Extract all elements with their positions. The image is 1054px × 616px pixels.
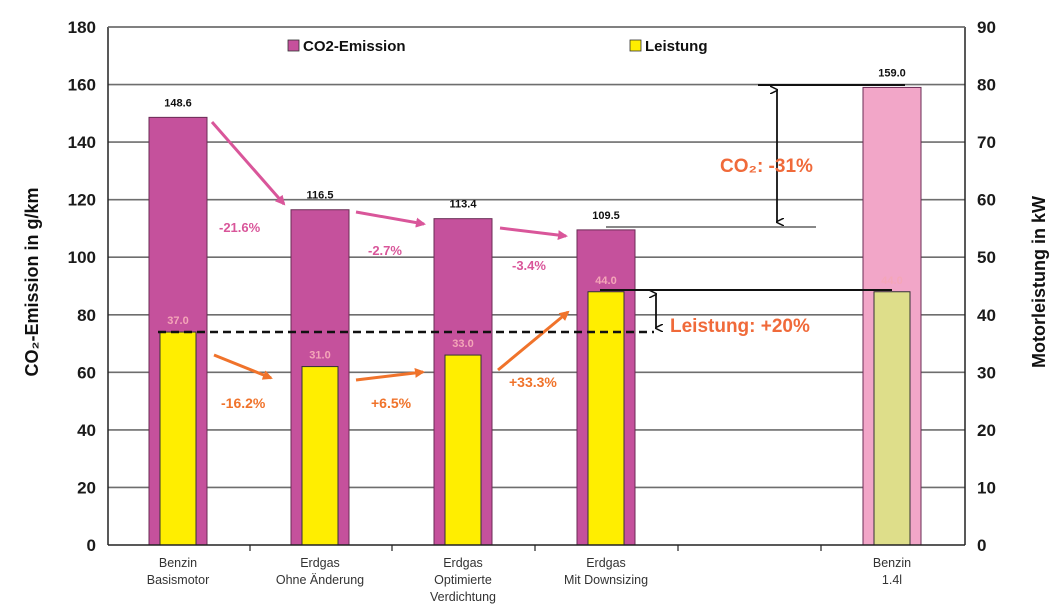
power-bar-1 xyxy=(301,366,339,546)
power-value-label-4: 44.0 xyxy=(881,275,902,287)
y-axis-title-left: CO₂-Emission in g/km xyxy=(22,187,42,376)
category-label-2: Erdgas Optimierte Verdichtung xyxy=(430,556,496,604)
co2-summary-label: CO₂: -31% xyxy=(720,156,813,177)
co2-change-label-2: -2.7% xyxy=(368,243,402,258)
power-value-label-3: 44.0 xyxy=(595,275,616,287)
y2-tick-label-90: 90 xyxy=(977,18,996,37)
legend-label-power: Leistung xyxy=(645,38,708,55)
y-tick-label-120: 120 xyxy=(68,191,96,210)
y2-tick-label-70: 70 xyxy=(977,133,996,152)
y2-tick-label-10: 10 xyxy=(977,478,996,497)
power-bar-2 xyxy=(444,354,482,546)
y2-tick-label-0: 0 xyxy=(977,536,986,555)
y-tick-label-180: 180 xyxy=(68,18,96,37)
co2-value-label-3: 109.5 xyxy=(592,210,620,222)
y2-tick-label-30: 30 xyxy=(977,363,996,382)
y-axis-title-right: Motorleistung in kW xyxy=(1029,196,1049,368)
y-tick-label-140: 140 xyxy=(68,133,96,152)
y-tick-label-160: 160 xyxy=(68,76,96,95)
category-label-0: Benzin Basismotor xyxy=(147,556,210,587)
legend-swatch-co2 xyxy=(287,39,300,52)
legend-label-co2: CO2-Emission xyxy=(303,38,406,55)
y-tick-label-100: 100 xyxy=(68,248,96,267)
legend: CO2-Emission Leistung xyxy=(287,38,708,55)
bars: 148.6 116.5 113.4 109.5 159.0 37.0 31.0 33.0 44.… xyxy=(148,67,922,546)
y2-tick-label-80: 80 xyxy=(977,76,996,95)
co2-value-label-1: 116.5 xyxy=(307,190,334,202)
power-bar-4 xyxy=(873,291,911,546)
power-change-annotations: -16.2% +6.5% +33.3% xyxy=(213,310,570,411)
power-change-label-1: -16.2% xyxy=(221,395,266,411)
power-bar-3 xyxy=(587,291,625,546)
y-tick-label-0: 0 xyxy=(87,536,96,555)
y2-tick-label-60: 60 xyxy=(977,191,996,210)
power-value-label-0: 37.0 xyxy=(167,315,188,327)
co2-value-label-4: 159.0 xyxy=(878,67,906,79)
axes: 0 20 40 60 80 100 120 140 160 180 0 10 20 30 40 50 60 70 8… xyxy=(68,18,996,604)
power-arrow-3 xyxy=(497,310,570,372)
co2-change-annotations: -21.6% -2.7% -3.4% xyxy=(210,121,568,273)
y-tick-label-40: 40 xyxy=(77,421,96,440)
co2-arrow-3 xyxy=(499,226,568,241)
power-change-label-2: +6.5% xyxy=(371,395,412,411)
co2-arrow-1 xyxy=(210,121,286,206)
co2-change-label-1: -21.6% xyxy=(219,220,261,235)
y-tick-label-80: 80 xyxy=(77,306,96,325)
category-label-3: Erdgas Mit Downsizing xyxy=(564,556,648,587)
y-tick-label-60: 60 xyxy=(77,363,96,382)
power-arrow-1 xyxy=(213,353,273,380)
co2-value-label-2: 113.4 xyxy=(450,199,478,211)
power-value-label-2: 33.0 xyxy=(452,338,473,350)
power-arrow-2 xyxy=(355,367,425,382)
y-tick-label-20: 20 xyxy=(77,478,96,497)
co2-arrow-2 xyxy=(355,210,426,228)
power-bar-0 xyxy=(159,331,197,546)
legend-swatch-power xyxy=(629,39,642,52)
y2-tick-label-40: 40 xyxy=(977,306,996,325)
power-change-label-3: +33.3% xyxy=(509,374,557,390)
category-label-1: Erdgas Ohne Änderung xyxy=(276,556,364,587)
power-value-label-1: 31.0 xyxy=(309,350,330,362)
co2-change-label-3: -3.4% xyxy=(512,258,546,273)
co2-value-label-0: 148.6 xyxy=(164,97,192,109)
y2-tick-label-50: 50 xyxy=(977,248,996,267)
category-label-4: Benzin 1.4l xyxy=(873,556,911,587)
power-summary-label: Leistung: +20% xyxy=(670,316,810,337)
reference-lines: CO₂: -31% Leistung: +20% xyxy=(158,84,905,337)
y2-tick-label-20: 20 xyxy=(977,421,996,440)
